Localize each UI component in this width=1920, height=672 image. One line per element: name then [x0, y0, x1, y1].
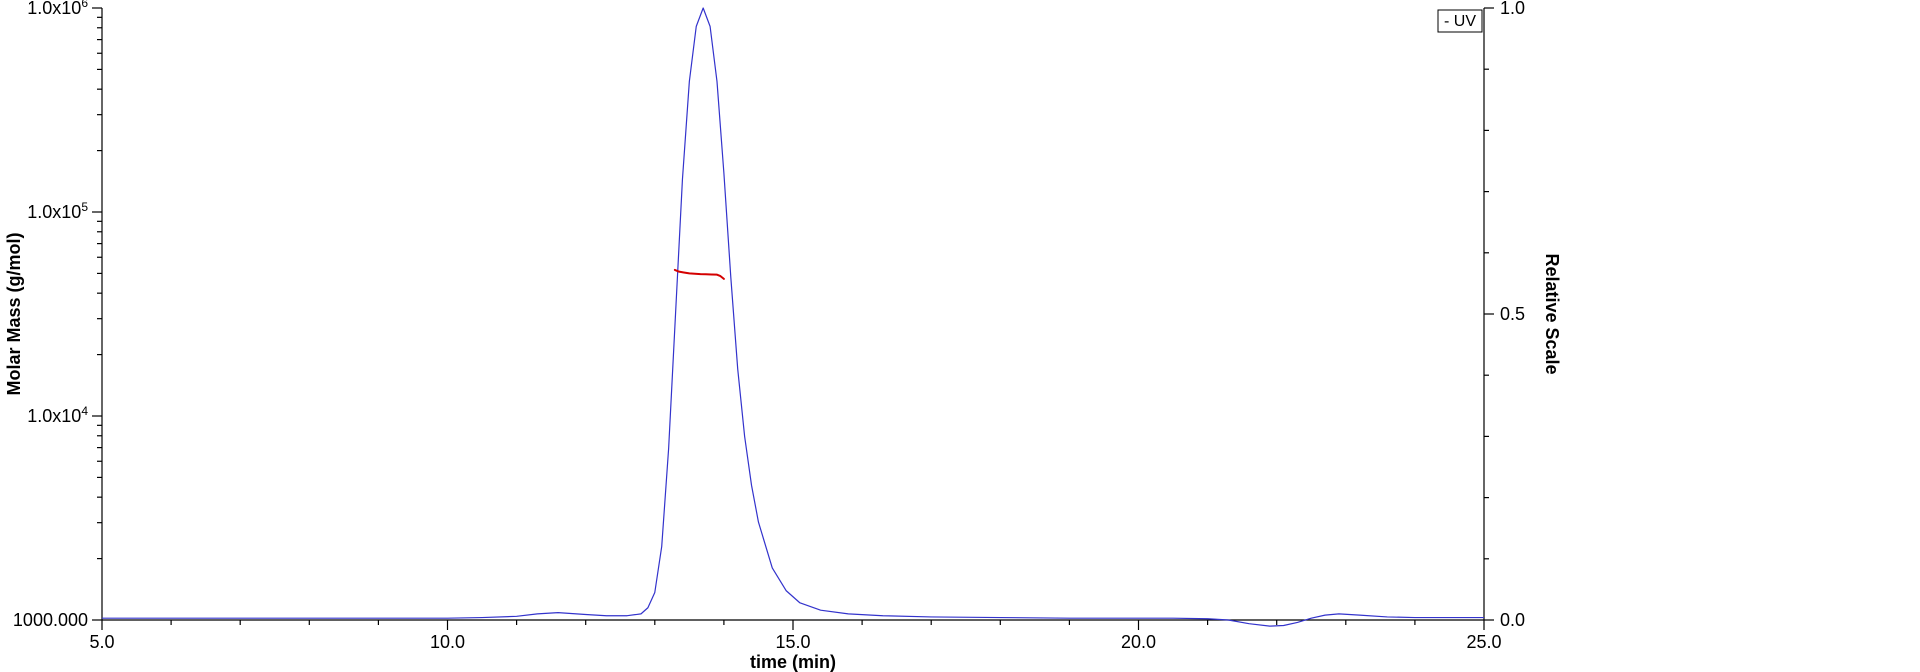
- svg-text:0.5: 0.5: [1500, 304, 1525, 324]
- chart-container: 5.0 10.0 15.0 20.0 25.0 time (min) 1000.000 1.0…: [0, 0, 1920, 672]
- svg-text:1.0x105: 1.0x105: [27, 200, 88, 222]
- svg-text:15.0: 15.0: [775, 632, 810, 652]
- svg-text:20.0: 20.0: [1121, 632, 1156, 652]
- svg-text:Molar Mass (g/mol): Molar Mass (g/mol): [4, 232, 24, 395]
- svg-text:5.0: 5.0: [89, 632, 114, 652]
- svg-text:1000.000: 1000.000: [13, 610, 88, 630]
- svg-text:- UV: - UV: [1444, 13, 1476, 30]
- svg-text:10.0: 10.0: [430, 632, 465, 652]
- svg-text:1.0: 1.0: [1500, 0, 1525, 18]
- svg-text:Relative Scale: Relative Scale: [1542, 253, 1562, 374]
- svg-text:time (min): time (min): [750, 652, 836, 672]
- svg-text:25.0: 25.0: [1466, 632, 1501, 652]
- svg-text:1.0x106: 1.0x106: [27, 0, 88, 18]
- svg-text:1.0x104: 1.0x104: [27, 404, 88, 426]
- chromatogram-chart: 5.0 10.0 15.0 20.0 25.0 time (min) 1000.000 1.0…: [0, 0, 1920, 672]
- svg-text:0.0: 0.0: [1500, 610, 1525, 630]
